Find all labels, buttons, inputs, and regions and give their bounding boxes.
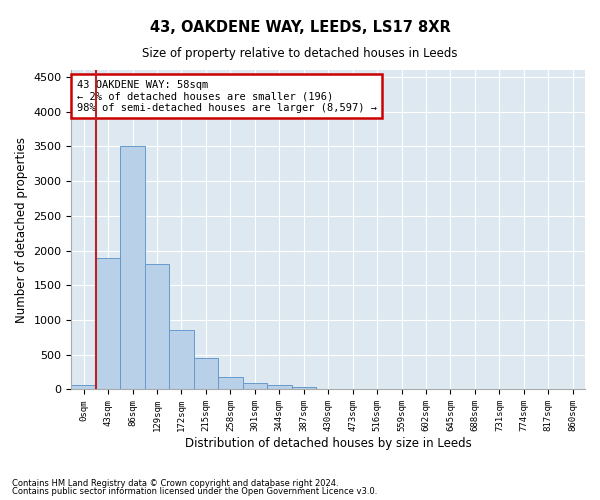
Bar — [169, 330, 194, 390]
Bar — [121, 146, 145, 390]
Bar — [267, 385, 292, 390]
Bar — [194, 358, 218, 390]
Bar — [71, 384, 96, 390]
Bar — [96, 258, 121, 390]
X-axis label: Distribution of detached houses by size in Leeds: Distribution of detached houses by size … — [185, 437, 472, 450]
Text: Contains HM Land Registry data © Crown copyright and database right 2024.: Contains HM Land Registry data © Crown c… — [12, 478, 338, 488]
Text: Size of property relative to detached houses in Leeds: Size of property relative to detached ho… — [142, 48, 458, 60]
Text: Contains public sector information licensed under the Open Government Licence v3: Contains public sector information licen… — [12, 487, 377, 496]
Bar — [242, 382, 267, 390]
Text: 43 OAKDENE WAY: 58sqm
← 2% of detached houses are smaller (196)
98% of semi-deta: 43 OAKDENE WAY: 58sqm ← 2% of detached h… — [77, 80, 377, 113]
Bar — [218, 378, 242, 390]
Text: 43, OAKDENE WAY, LEEDS, LS17 8XR: 43, OAKDENE WAY, LEEDS, LS17 8XR — [149, 20, 451, 35]
Bar — [292, 386, 316, 390]
Bar — [145, 264, 169, 390]
Y-axis label: Number of detached properties: Number of detached properties — [15, 136, 28, 322]
